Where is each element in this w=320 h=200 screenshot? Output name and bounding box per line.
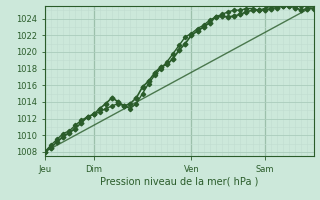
X-axis label: Pression niveau de la mer( hPa ): Pression niveau de la mer( hPa ) xyxy=(100,177,258,187)
